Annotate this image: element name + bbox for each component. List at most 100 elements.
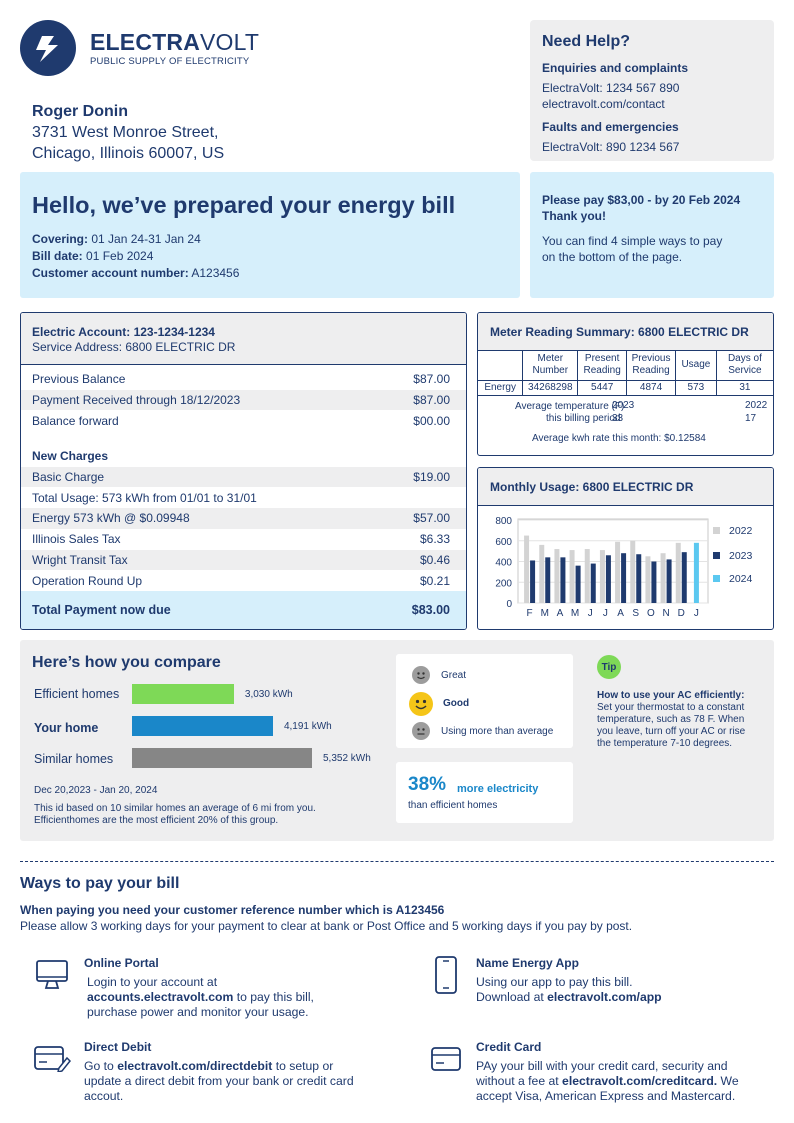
customer-street: 3731 West Monroe Street, bbox=[32, 124, 219, 141]
bar-2022 bbox=[524, 535, 530, 603]
meter-summary: Meter Reading Summary: 6800 ELECTRIC DR … bbox=[477, 312, 774, 456]
covering-label: Covering: bbox=[32, 232, 89, 246]
x-tick-label: M bbox=[541, 608, 549, 619]
compare-note-2: Efficienthomes are the most efficient 20… bbox=[34, 815, 279, 826]
customer-address: Roger Donin 3731 West Monroe Street, Chi… bbox=[32, 101, 224, 164]
direct-debit-text: Go to electravolt.com/directdebit to set… bbox=[84, 1059, 354, 1104]
phone-icon bbox=[435, 956, 457, 994]
rating-card: Great Good Using more than average bbox=[396, 654, 573, 748]
credit-card-text: PAy your bill with your credit card, sec… bbox=[476, 1059, 761, 1104]
x-tick-label: O bbox=[647, 608, 655, 619]
x-tick-label: D bbox=[678, 608, 685, 619]
service-address: Service Address: 6800 ELECTRIC DR bbox=[32, 340, 236, 354]
compare-section: Here’s how you compare Efficient homes Y… bbox=[20, 640, 774, 841]
ways-title: Ways to pay your bill bbox=[20, 875, 180, 892]
bar-2023 bbox=[681, 552, 687, 603]
meter-title: Meter Reading Summary: 6800 ELECTRIC DR bbox=[478, 313, 773, 351]
y-tick-label: 800 bbox=[495, 516, 512, 527]
x-tick-label: M bbox=[571, 608, 579, 619]
bar-2023 bbox=[530, 560, 536, 603]
avg-rate: Average kwh rate this month: $0.12584 bbox=[532, 433, 706, 444]
monthly-usage: Monthly Usage: 6800 ELECTRIC DR 800 600 40… bbox=[477, 467, 774, 630]
compare-bar bbox=[132, 716, 273, 736]
bill-summary: Hello, we’ve prepared your energy bill C… bbox=[20, 172, 520, 298]
row-label: Energy 573 kWh @ $0.09948 bbox=[32, 511, 190, 526]
y-tick-label: 600 bbox=[495, 537, 512, 548]
row-value: $00.00 bbox=[413, 413, 450, 428]
charge-row: Basic Charge $19.00 bbox=[21, 466, 466, 488]
app-link[interactable]: electravolt.com/app bbox=[547, 990, 662, 1004]
legend-swatch bbox=[713, 575, 720, 582]
ways-reference: When paying you need your customer refer… bbox=[20, 903, 445, 917]
compare-title: Here’s how you compare bbox=[32, 654, 221, 671]
bar-2022 bbox=[599, 550, 605, 603]
bar-2022 bbox=[645, 556, 651, 603]
bar-2023 bbox=[621, 553, 627, 603]
similar-label: Similar homes bbox=[34, 752, 114, 766]
faults-phone: ElectraVolt: 890 1234 567 bbox=[542, 140, 680, 154]
online-line-2: to pay this bill, bbox=[233, 990, 314, 1004]
col-header: Meter Number bbox=[522, 351, 579, 381]
temp-year-1: 2023 bbox=[612, 400, 635, 411]
x-tick-label: A bbox=[557, 608, 564, 619]
bar-2023 bbox=[605, 555, 611, 603]
cc-text-1: PAy your bill with your credit card, sec… bbox=[476, 1059, 728, 1088]
compare-value: 3,030 kWh bbox=[244, 689, 293, 700]
bar-2022 bbox=[660, 553, 666, 603]
row-value: $87.00 bbox=[413, 372, 450, 387]
statement-row: Previous Balance $87.00 bbox=[21, 369, 466, 390]
row-value: $19.00 bbox=[413, 470, 450, 485]
app-line-1: Using our app to pay this bill. bbox=[476, 975, 633, 989]
lightning-logo-icon bbox=[36, 36, 58, 62]
x-tick-label: A bbox=[617, 608, 624, 619]
x-tick-label: N bbox=[662, 608, 669, 619]
row-value: $0.46 bbox=[419, 552, 450, 567]
good-face-icon bbox=[409, 692, 433, 716]
percent-sub: than efficient homes bbox=[408, 800, 498, 811]
row-value: $57.00 bbox=[413, 511, 450, 526]
charge-row: Energy 573 kWh @ $0.09948 $57.00 bbox=[21, 508, 466, 529]
x-tick-label: J bbox=[603, 608, 608, 619]
cell: 34268298 bbox=[522, 379, 579, 396]
col-header: Previous Reading bbox=[626, 351, 676, 381]
online-portal-link[interactable]: accounts.electravolt.com bbox=[87, 990, 234, 1004]
percent-card: 38% more electricity than efficient home… bbox=[396, 762, 573, 823]
logo bbox=[20, 20, 76, 76]
meter-table: Meter Number Present Reading Previous Re… bbox=[478, 351, 773, 396]
bar-2022 bbox=[615, 541, 621, 603]
row-label: Total Usage: 573 kWh from 01/01 to 31/01 bbox=[32, 490, 257, 505]
online-line-3: purchase power and monitor your usage. bbox=[87, 1005, 309, 1019]
customer-name: Roger Donin bbox=[32, 103, 128, 120]
row-label: Previous Balance bbox=[32, 372, 126, 387]
brand-bold: ELECTRA bbox=[90, 29, 201, 55]
charge-row: Illinois Sales Tax $6.33 bbox=[21, 529, 466, 550]
ways-allow: Please allow 3 working days for your pay… bbox=[20, 919, 633, 933]
section-divider bbox=[20, 861, 774, 862]
account-number-value: A123456 bbox=[191, 266, 240, 280]
temp-value-1: 33 bbox=[612, 413, 624, 424]
account-number-label: Customer account number: bbox=[32, 266, 189, 280]
credit-card-link[interactable]: electravolt.com/creditcard. bbox=[562, 1074, 718, 1088]
compare-bar bbox=[132, 748, 312, 768]
pay-note-2: on the bottom of the page. bbox=[542, 250, 683, 264]
x-tick-label: J bbox=[588, 608, 593, 619]
direct-debit-link[interactable]: electravolt.com/directdebit bbox=[117, 1059, 273, 1073]
cc-text-2: We accept Visa, American Express and Mas… bbox=[476, 1074, 739, 1103]
bar-2022 bbox=[569, 550, 575, 603]
legend-label: 2024 bbox=[729, 573, 753, 585]
cell: 5447 bbox=[577, 379, 628, 396]
temp-year-2: 2022 bbox=[745, 400, 768, 411]
y-tick-label: 0 bbox=[506, 599, 512, 610]
bar-2022 bbox=[554, 549, 560, 603]
total-due-row: Total Payment now due $83.00 bbox=[21, 591, 466, 629]
enquiries-link[interactable]: electravolt.com/contact bbox=[542, 97, 665, 111]
monthly-title: Monthly Usage: 6800 ELECTRIC DR bbox=[478, 468, 773, 506]
your-home-label: Your home bbox=[34, 721, 99, 735]
debit-card-icon bbox=[34, 1046, 71, 1072]
cell: 573 bbox=[674, 379, 717, 396]
help-title: Need Help? bbox=[542, 33, 631, 50]
row-value: $6.33 bbox=[419, 532, 450, 547]
compare-value: 4,191 kWh bbox=[283, 721, 332, 732]
bill-title: Hello, we’ve prepared your energy bill bbox=[32, 192, 456, 218]
